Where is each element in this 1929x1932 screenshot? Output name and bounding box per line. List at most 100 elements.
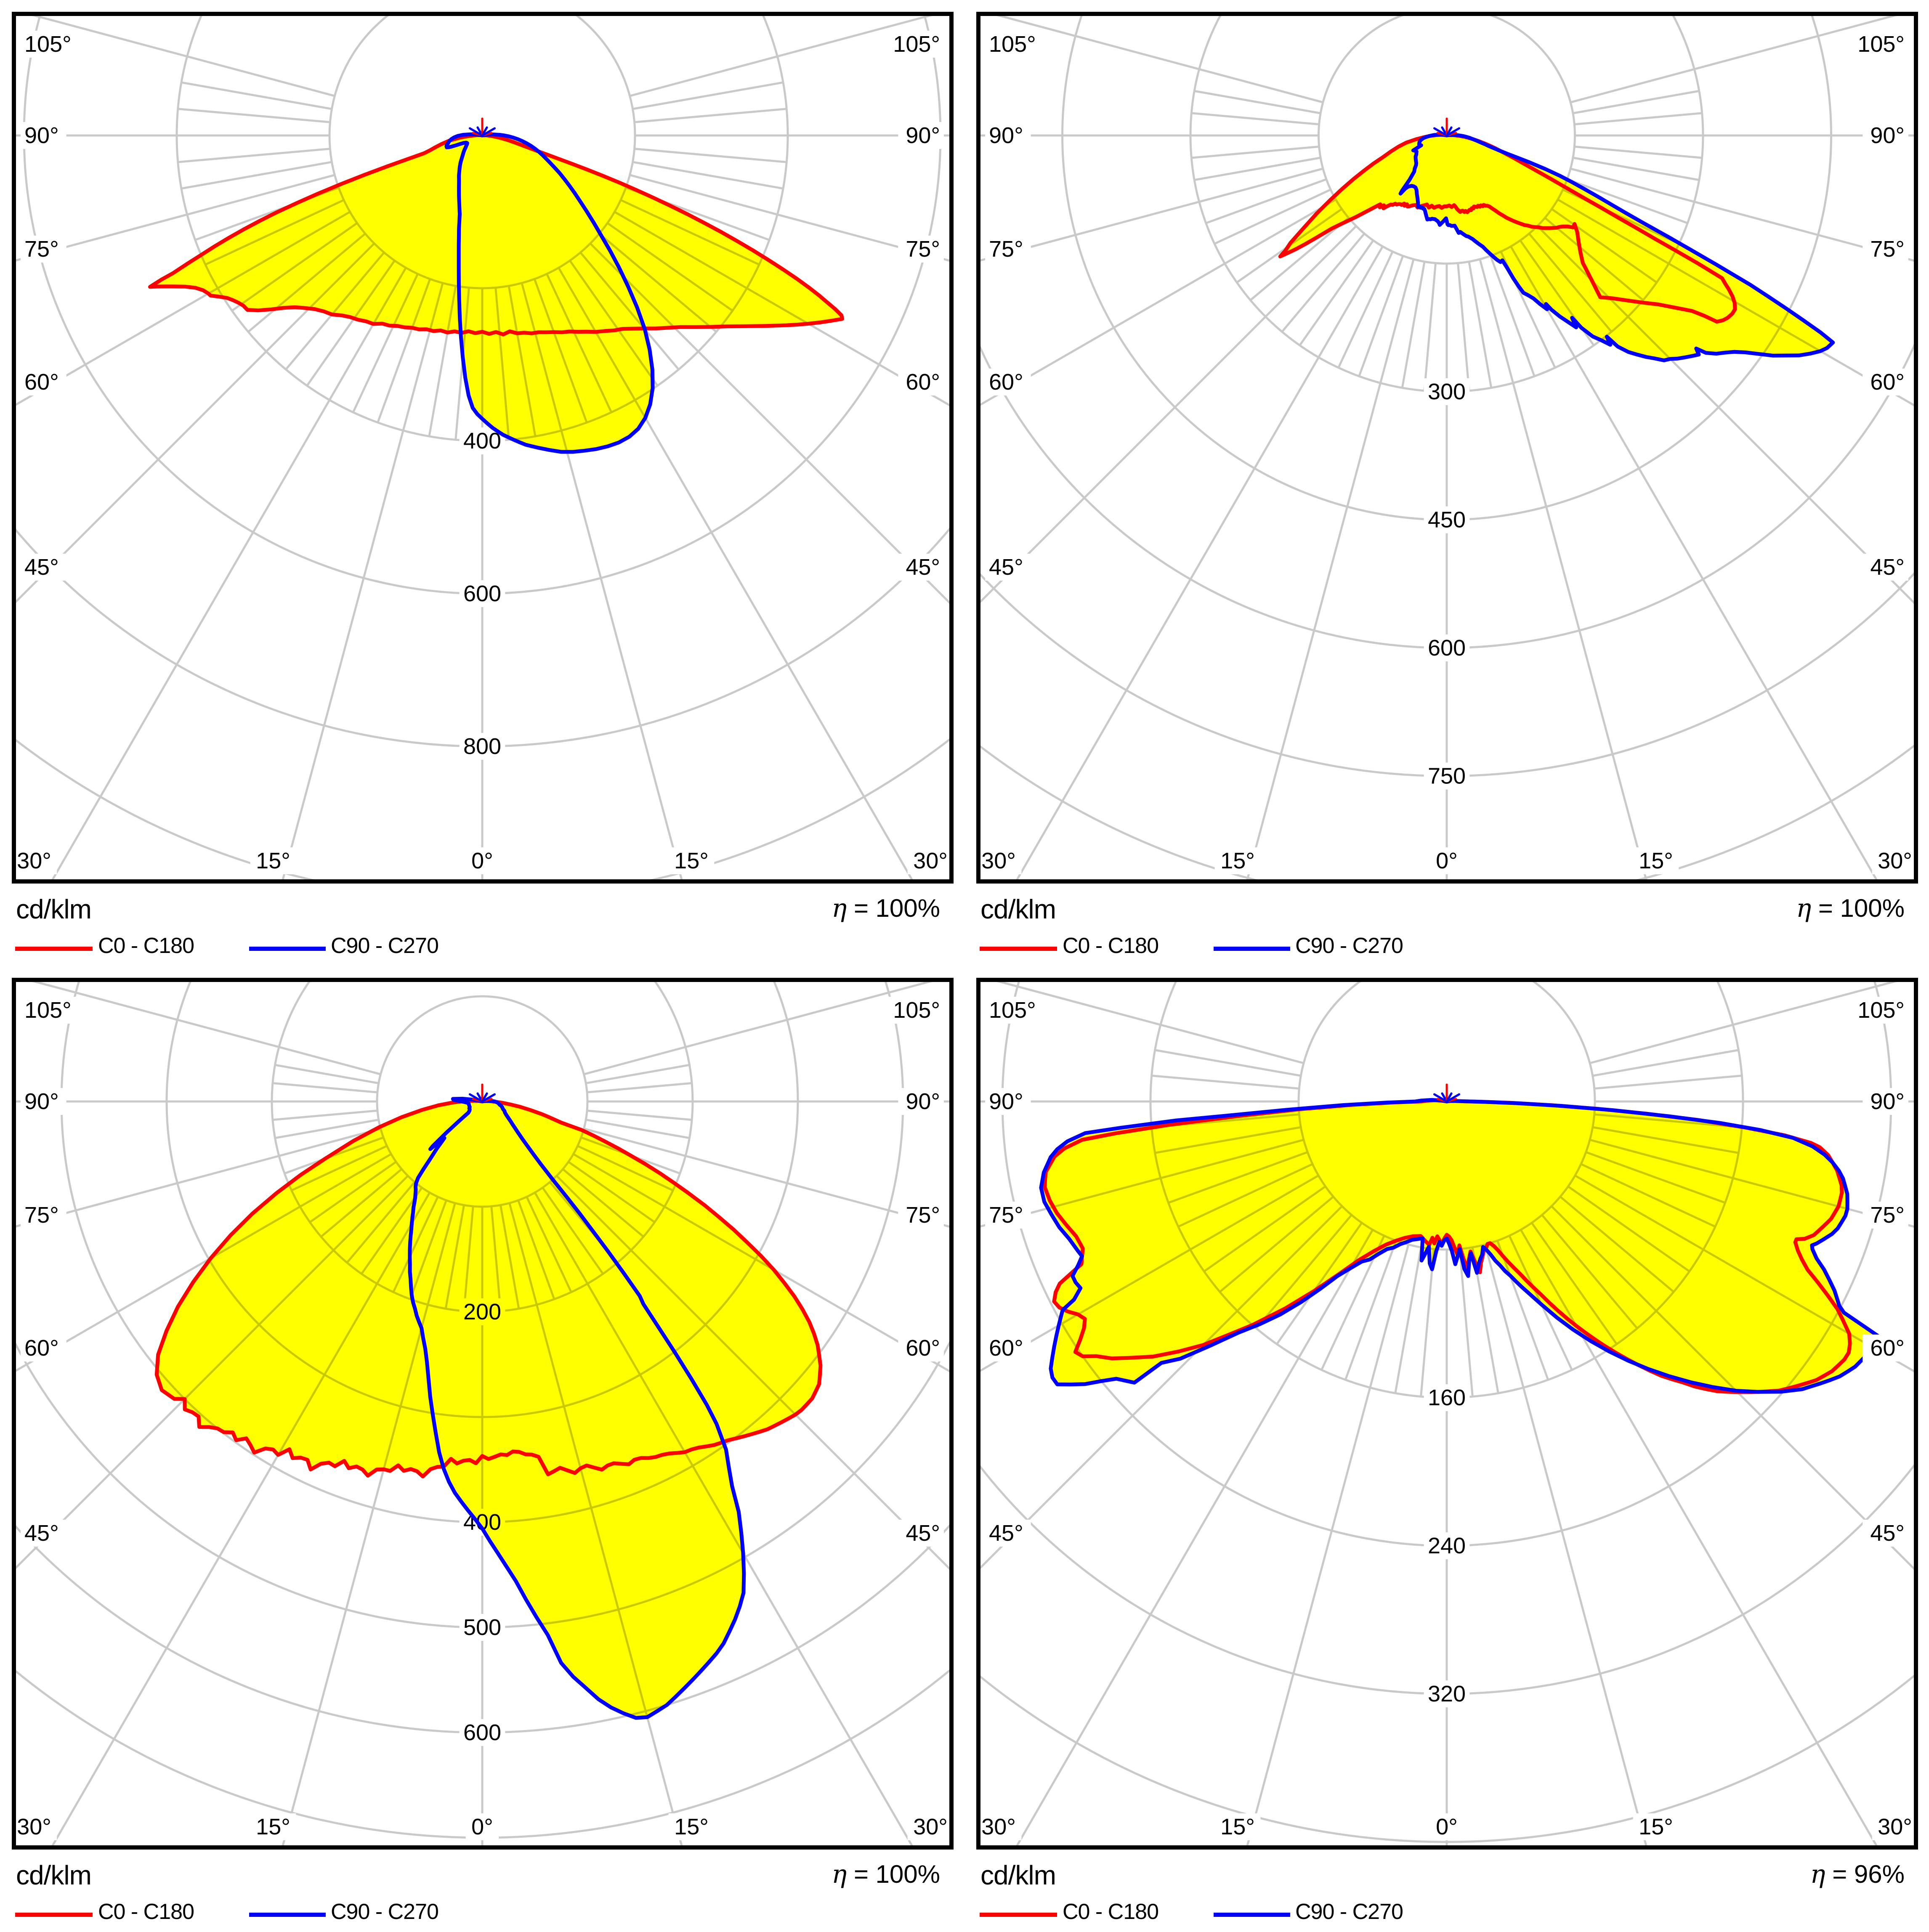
unit-label: cd/klm: [16, 894, 92, 924]
efficiency-label: η = 100%: [1796, 894, 1905, 923]
svg-text:60°: 60°: [1870, 369, 1905, 395]
svg-text:15°: 15°: [674, 1814, 709, 1839]
svg-text:60°: 60°: [906, 1335, 940, 1361]
svg-text:75°: 75°: [24, 236, 59, 262]
polar-panel-top-right: 300 450 600 750 105° 105° 90° 90° 75° 75° 60° 60° 45…: [964, 0, 1929, 966]
legend-label-c0: C0 - C180: [98, 934, 194, 958]
svg-text:750: 750: [1428, 764, 1466, 789]
unit-label: cd/klm: [16, 1860, 92, 1890]
eta-value: = 96%: [1825, 1860, 1905, 1888]
legend: C0 - C180 C90 - C270: [964, 1899, 1929, 1932]
svg-text:60°: 60°: [24, 369, 59, 395]
legend-label-c0: C0 - C180: [1063, 934, 1159, 958]
svg-text:105°: 105°: [1857, 32, 1905, 57]
efficiency-label: η = 100%: [832, 894, 940, 923]
svg-text:160: 160: [1428, 1385, 1466, 1410]
eta-symbol: η: [1810, 1860, 1825, 1889]
svg-text:75°: 75°: [906, 236, 940, 262]
svg-text:60°: 60°: [1870, 1335, 1905, 1361]
svg-text:105°: 105°: [989, 998, 1036, 1023]
svg-text:450: 450: [1428, 507, 1466, 533]
svg-text:30°: 30°: [913, 848, 948, 873]
svg-text:30°: 30°: [17, 1814, 51, 1839]
polar-panel-top-left: 400 600 800 105° 105° 90° 90° 75° 75° 60° 60° 45° 45…: [0, 0, 964, 966]
svg-text:105°: 105°: [24, 32, 72, 57]
svg-text:90°: 90°: [989, 1089, 1023, 1114]
c90-line-swatch: [249, 947, 326, 951]
svg-text:15°: 15°: [674, 848, 709, 873]
svg-text:15°: 15°: [1220, 1814, 1255, 1839]
legend-label-c90: C90 - C270: [1295, 934, 1403, 958]
svg-text:90°: 90°: [24, 123, 59, 148]
svg-text:45°: 45°: [24, 555, 59, 580]
svg-text:90°: 90°: [1870, 123, 1905, 148]
polar-panel-bottom-left: 200400500600105°105°90°90°75°75°60°60°45…: [0, 966, 964, 1932]
svg-text:90°: 90°: [989, 123, 1023, 148]
svg-text:75°: 75°: [906, 1202, 940, 1228]
svg-text:90°: 90°: [24, 1089, 59, 1114]
c0-line-swatch: [980, 947, 1057, 951]
svg-text:60°: 60°: [989, 369, 1023, 395]
svg-text:75°: 75°: [1870, 236, 1905, 262]
svg-text:75°: 75°: [24, 1202, 59, 1228]
svg-text:300: 300: [1428, 379, 1466, 404]
eta-value: = 100%: [1811, 894, 1905, 922]
svg-text:30°: 30°: [913, 1814, 948, 1839]
svg-text:45°: 45°: [989, 555, 1023, 580]
svg-text:30°: 30°: [1878, 848, 1912, 873]
efficiency-label: η = 96%: [1810, 1860, 1905, 1889]
svg-text:30°: 30°: [17, 848, 51, 873]
svg-text:105°: 105°: [893, 998, 940, 1023]
legend-label-c90: C90 - C270: [1295, 1900, 1403, 1924]
svg-text:15°: 15°: [1639, 1814, 1673, 1839]
c90-line-swatch: [1214, 1913, 1290, 1917]
legend-label-c0: C0 - C180: [1063, 1900, 1159, 1924]
polar-panel-bottom-right: 160 240 320 105° 105° 90° 90° 75° 75° 60° 60° 45° 45…: [964, 966, 1929, 1932]
svg-text:15°: 15°: [256, 848, 290, 873]
svg-text:600: 600: [1428, 635, 1466, 661]
polar-chart-bottom-right: 160 240 320 105° 105° 90° 90° 75° 75° 60° 60° 45° 45…: [975, 978, 1918, 1850]
svg-text:500: 500: [463, 1615, 501, 1640]
svg-text:0°: 0°: [471, 1814, 493, 1839]
svg-text:90°: 90°: [906, 123, 940, 148]
svg-text:600: 600: [463, 581, 501, 606]
c90-line-swatch: [1214, 947, 1290, 951]
svg-text:90°: 90°: [906, 1089, 940, 1114]
legend-label-c0: C0 - C180: [98, 1900, 194, 1924]
svg-text:45°: 45°: [906, 555, 940, 580]
unit-label: cd/klm: [980, 894, 1056, 924]
svg-text:30°: 30°: [981, 848, 1016, 873]
svg-text:30°: 30°: [1878, 1814, 1912, 1839]
eta-symbol: η: [832, 894, 847, 923]
c0-line-swatch: [15, 947, 93, 951]
legend-label-c90: C90 - C270: [331, 1900, 439, 1924]
svg-text:105°: 105°: [1857, 998, 1905, 1023]
svg-text:45°: 45°: [989, 1521, 1023, 1546]
svg-text:0°: 0°: [1436, 1814, 1458, 1839]
svg-text:400: 400: [463, 428, 501, 454]
unit-label: cd/klm: [980, 1860, 1056, 1890]
svg-text:45°: 45°: [906, 1521, 940, 1546]
svg-text:45°: 45°: [1870, 1521, 1905, 1546]
c90-line-swatch: [249, 1913, 326, 1917]
legend-label-c90: C90 - C270: [331, 934, 439, 958]
svg-text:60°: 60°: [989, 1335, 1023, 1361]
svg-text:0°: 0°: [471, 848, 493, 873]
svg-text:320: 320: [1428, 1681, 1466, 1706]
c0-line-swatch: [15, 1913, 93, 1917]
c0-line-swatch: [980, 1913, 1057, 1917]
eta-symbol: η: [1796, 894, 1812, 923]
polar-chart-top-right: 300 450 600 750 105° 105° 90° 90° 75° 75° 60° 60° 45…: [975, 12, 1918, 884]
legend: C0 - C180 C90 - C270: [0, 1899, 964, 1932]
polar-chart-bottom-left: 200400500600105°105°90°90°75°75°60°60°45…: [11, 978, 954, 1850]
svg-text:600: 600: [463, 1720, 501, 1745]
svg-text:105°: 105°: [989, 32, 1036, 57]
svg-text:75°: 75°: [989, 1202, 1023, 1228]
svg-text:800: 800: [463, 734, 501, 759]
svg-text:240: 240: [1428, 1533, 1466, 1558]
eta-value: = 100%: [847, 1860, 940, 1888]
legend: C0 - C180 C90 - C270: [0, 933, 964, 966]
svg-text:15°: 15°: [1220, 848, 1255, 873]
eta-symbol: η: [832, 1860, 847, 1889]
